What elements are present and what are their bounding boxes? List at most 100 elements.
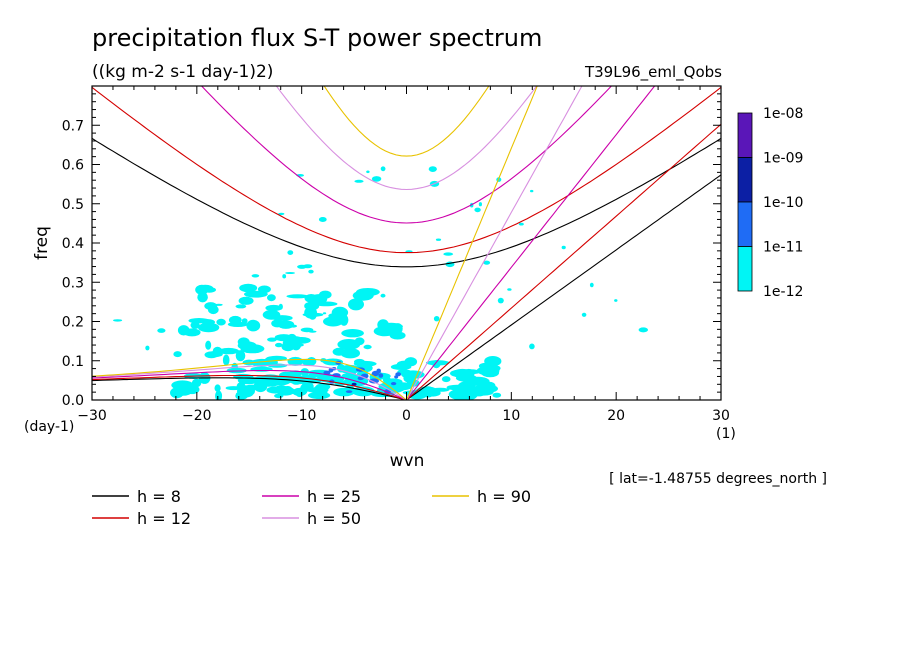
- x-tick-label: 30: [712, 408, 730, 424]
- power-patch: [295, 343, 304, 347]
- power-patch: [308, 269, 314, 274]
- power-patch: [518, 222, 524, 226]
- legend-label: h = 50: [307, 509, 361, 528]
- y-tick-label: 0.7: [62, 118, 84, 134]
- x-tick-label: 20: [607, 408, 625, 424]
- power-patch: [289, 324, 297, 328]
- colorbar-label: 1e-08: [763, 106, 803, 122]
- power-patch: [214, 384, 221, 392]
- power-patch: [251, 274, 260, 278]
- power-patch: [341, 329, 364, 338]
- power-patch: [183, 328, 201, 337]
- power-patch: [340, 348, 360, 359]
- power-patch: [286, 294, 309, 299]
- power-patch: [426, 360, 450, 366]
- power-patch: [638, 327, 648, 333]
- power-patch: [348, 298, 364, 311]
- dispersion-legend: h = 8 h = 12 h = 25 h = 50 h = 90: [92, 487, 531, 528]
- rossby-curve-h90: [92, 358, 407, 400]
- legend-label: h = 8: [137, 487, 181, 506]
- gravity-curve-h25: [200, 86, 613, 224]
- power-patch: [322, 312, 327, 315]
- y-tick-label: 0.0: [62, 393, 84, 409]
- power-patch: [214, 303, 223, 306]
- y-axis-label: freq: [32, 226, 52, 260]
- gravity-curve-h50: [275, 86, 538, 191]
- power-patch: [435, 238, 442, 241]
- power-patch: [581, 312, 587, 317]
- power-patch: [492, 392, 502, 398]
- power-patch: [389, 331, 406, 340]
- power-patch: [428, 166, 437, 173]
- power-patch: [246, 319, 261, 332]
- power-patch: [379, 322, 403, 331]
- kelvin-curve-h25: [406, 86, 656, 400]
- power-patch: [195, 284, 209, 295]
- power-patch: [236, 382, 246, 392]
- power-patch: [197, 322, 220, 333]
- kelvin-curve-h8: [406, 174, 721, 400]
- power-patch: [318, 217, 327, 222]
- colorbar-label: 1e-09: [763, 151, 803, 167]
- power-patch: [235, 350, 246, 362]
- x-axis-label: wvn: [390, 451, 425, 471]
- power-patch: [589, 282, 594, 288]
- power-patch: [369, 378, 379, 384]
- power-patch: [212, 346, 223, 357]
- legend-label: h = 90: [477, 487, 531, 506]
- power-patch: [218, 347, 240, 355]
- y-tick-label: 0.3: [62, 275, 84, 291]
- power-patch: [287, 250, 294, 256]
- power-patch: [157, 328, 166, 333]
- power-patch: [376, 368, 382, 374]
- power-patch: [354, 179, 364, 183]
- power-patch: [366, 170, 370, 174]
- power-patch: [390, 382, 397, 386]
- power-patch: [443, 252, 454, 256]
- y-tick-label: 0.1: [62, 354, 84, 370]
- y-unit-label: (day-1): [24, 419, 74, 435]
- power-patch: [238, 296, 254, 305]
- legend-label: h = 12: [137, 509, 191, 528]
- power-patch: [275, 342, 283, 348]
- colorbar-swatch: [737, 157, 753, 203]
- rossby-curve-h50: [92, 364, 407, 400]
- power-patch: [395, 372, 402, 377]
- x-tick-label: −10: [287, 408, 317, 424]
- power-patch: [282, 338, 298, 349]
- power-patch: [272, 376, 291, 386]
- power-patch: [222, 354, 230, 366]
- chart-title: precipitation flux S-T power spectrum: [92, 24, 542, 52]
- power-patch: [323, 316, 344, 327]
- kelvin-curve-h50: [406, 86, 583, 400]
- rossby-curve-h8: [92, 377, 407, 400]
- power-patch: [267, 294, 276, 302]
- gravity-curve-h8: [92, 137, 721, 268]
- power-patch: [304, 294, 318, 303]
- power-patch: [191, 378, 202, 388]
- power-patch: [171, 380, 194, 391]
- power-patch: [303, 264, 313, 269]
- colorbar: 1e-08 1e-09 1e-10 1e-11 1e-12: [737, 106, 803, 300]
- power-patch: [204, 302, 218, 310]
- colorbar-label: 1e-11: [763, 240, 803, 256]
- run-label: T39L96_eml_Qobs: [584, 63, 722, 82]
- power-patch: [378, 373, 384, 378]
- legend-label: h = 25: [307, 487, 361, 506]
- gravity-curve-h12: [92, 86, 721, 254]
- power-patch: [354, 358, 365, 366]
- y-tick-label: 0.5: [62, 197, 84, 213]
- power-patch: [239, 283, 258, 293]
- power-patch: [301, 382, 314, 391]
- power-patch: [363, 344, 372, 350]
- power-patch: [292, 387, 307, 397]
- power-patch: [397, 369, 412, 375]
- power-patch: [530, 189, 534, 193]
- power-patch: [371, 176, 382, 182]
- power-patch: [262, 309, 281, 320]
- lat-label: [ lat=-1.48755 degrees_north ]: [609, 471, 827, 487]
- power-patch: [466, 376, 490, 386]
- power-shading: [113, 166, 648, 400]
- x-tick-label: −20: [182, 408, 212, 424]
- kelvin-curve-h12: [406, 123, 721, 400]
